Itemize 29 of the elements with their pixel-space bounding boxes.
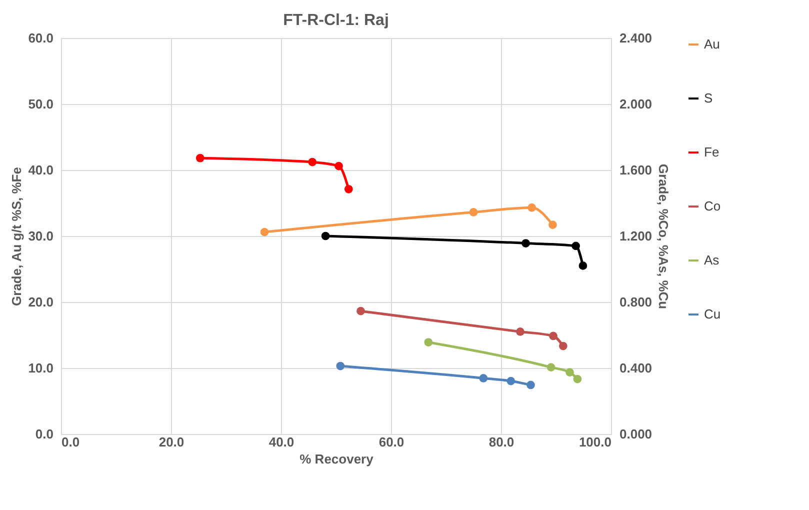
x-tick-label: 80.0 [488, 434, 514, 450]
y2-tick-label: 1.200 [620, 228, 652, 244]
y-tick-label: 30.0 [28, 228, 54, 244]
y2-tick-label: 0.400 [620, 360, 652, 376]
y2-tick-label: 0.800 [620, 294, 652, 310]
y-tick-label: 20.0 [28, 294, 54, 310]
y2-tick-label: 2.400 [620, 30, 652, 46]
y-tick-label: 50.0 [28, 96, 54, 112]
legend-label: S [704, 90, 713, 106]
x-axis-title: % Recovery [300, 452, 374, 466]
legend-label: Fe [704, 144, 720, 160]
chart-title: FT-R-Cl-1: Raj [283, 12, 389, 29]
legend-label: As [704, 252, 720, 268]
x-tick-label: 20.0 [158, 434, 184, 450]
x-tick-label: 60.0 [378, 434, 404, 450]
x-tick-label: 0.0 [62, 434, 80, 450]
y-tick-label: 40.0 [28, 162, 54, 178]
legend-label: Co [704, 198, 721, 214]
y2-tick-label: 2.000 [620, 96, 652, 112]
y2-tick-label: 1.600 [620, 162, 652, 178]
y-tick-label: 60.0 [28, 30, 54, 46]
y2-axis-title: Grade, %Co, %As, %Cu [656, 164, 672, 310]
x-tick-label: 100.0 [578, 434, 612, 450]
y2-tick-label: 0.000 [620, 426, 652, 442]
y-tick-label: 10.0 [28, 360, 54, 376]
legend-label: Au [704, 36, 720, 52]
legend-label: Cu [704, 306, 721, 322]
x-tick-label: 40.0 [268, 434, 294, 450]
y-axis-title: Grade, Au g/t %S, %Fe [9, 167, 24, 306]
